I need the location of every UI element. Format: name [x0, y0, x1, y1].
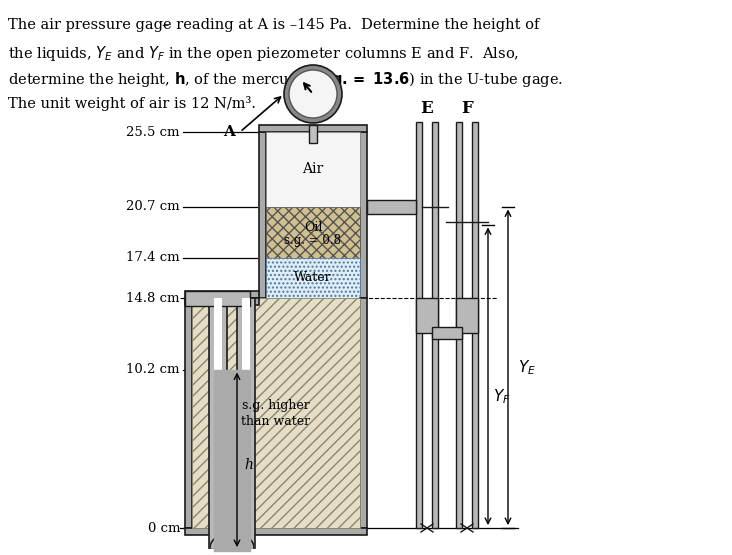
- Polygon shape: [210, 533, 254, 548]
- Bar: [259, 125, 367, 132]
- Text: $Y_F$: $Y_F$: [493, 387, 510, 406]
- Bar: [309, 125, 317, 143]
- Text: h: h: [244, 458, 253, 472]
- Bar: [367, 200, 416, 214]
- Bar: [209, 298, 227, 548]
- Bar: [432, 122, 438, 528]
- Bar: [266, 132, 360, 206]
- Text: 14.8 cm: 14.8 cm: [127, 292, 180, 305]
- Bar: [416, 298, 438, 333]
- Bar: [472, 122, 478, 528]
- Bar: [416, 122, 422, 528]
- Bar: [266, 258, 360, 298]
- Text: 10.2 cm: 10.2 cm: [127, 363, 180, 376]
- Text: The unit weight of air is 12 N/m³.: The unit weight of air is 12 N/m³.: [8, 96, 256, 111]
- Bar: [185, 291, 250, 306]
- Bar: [259, 132, 266, 298]
- Bar: [432, 327, 462, 339]
- Text: the liquids, $Y_E$ and $Y_F$ in the open piezometer columns E and F.  Also,: the liquids, $Y_E$ and $Y_F$ in the open…: [8, 44, 519, 63]
- Bar: [185, 291, 259, 298]
- Bar: [360, 132, 367, 298]
- Text: The air pressure gage reading at A is –​145 Pa.  Determine the height of: The air pressure gage reading at A is –​…: [8, 18, 539, 32]
- Circle shape: [284, 65, 342, 123]
- Text: A: A: [223, 125, 235, 139]
- Bar: [192, 298, 360, 528]
- Text: 20.7 cm: 20.7 cm: [127, 200, 180, 213]
- Text: $Y_E$: $Y_E$: [518, 358, 536, 377]
- Text: than water: than water: [242, 415, 310, 427]
- Bar: [456, 298, 478, 333]
- Bar: [185, 298, 259, 305]
- Bar: [242, 298, 250, 548]
- Text: –​: –​: [163, 18, 170, 32]
- Text: 25.5 cm: 25.5 cm: [127, 125, 180, 139]
- Text: F: F: [461, 100, 473, 117]
- Text: determine the height, $\mathbf{h}$, of the mercury ($\mathbf{s.g.=\ 13.6}$) in t: determine the height, $\mathbf{h}$, of t…: [8, 70, 563, 89]
- Bar: [185, 298, 192, 528]
- Text: Water: Water: [294, 271, 332, 285]
- Bar: [360, 298, 367, 528]
- Text: s.g. higher: s.g. higher: [242, 398, 310, 412]
- Bar: [456, 122, 462, 528]
- Text: Oil: Oil: [304, 221, 322, 234]
- Bar: [266, 206, 360, 258]
- Text: E: E: [421, 100, 433, 117]
- Text: 0 cm: 0 cm: [148, 522, 180, 534]
- Text: s.g. = 0.8: s.g. = 0.8: [285, 234, 342, 246]
- Circle shape: [289, 70, 337, 118]
- Bar: [237, 298, 255, 548]
- Text: Air: Air: [302, 162, 324, 176]
- Bar: [214, 298, 222, 548]
- Text: 17.4 cm: 17.4 cm: [127, 251, 180, 264]
- Bar: [185, 528, 367, 535]
